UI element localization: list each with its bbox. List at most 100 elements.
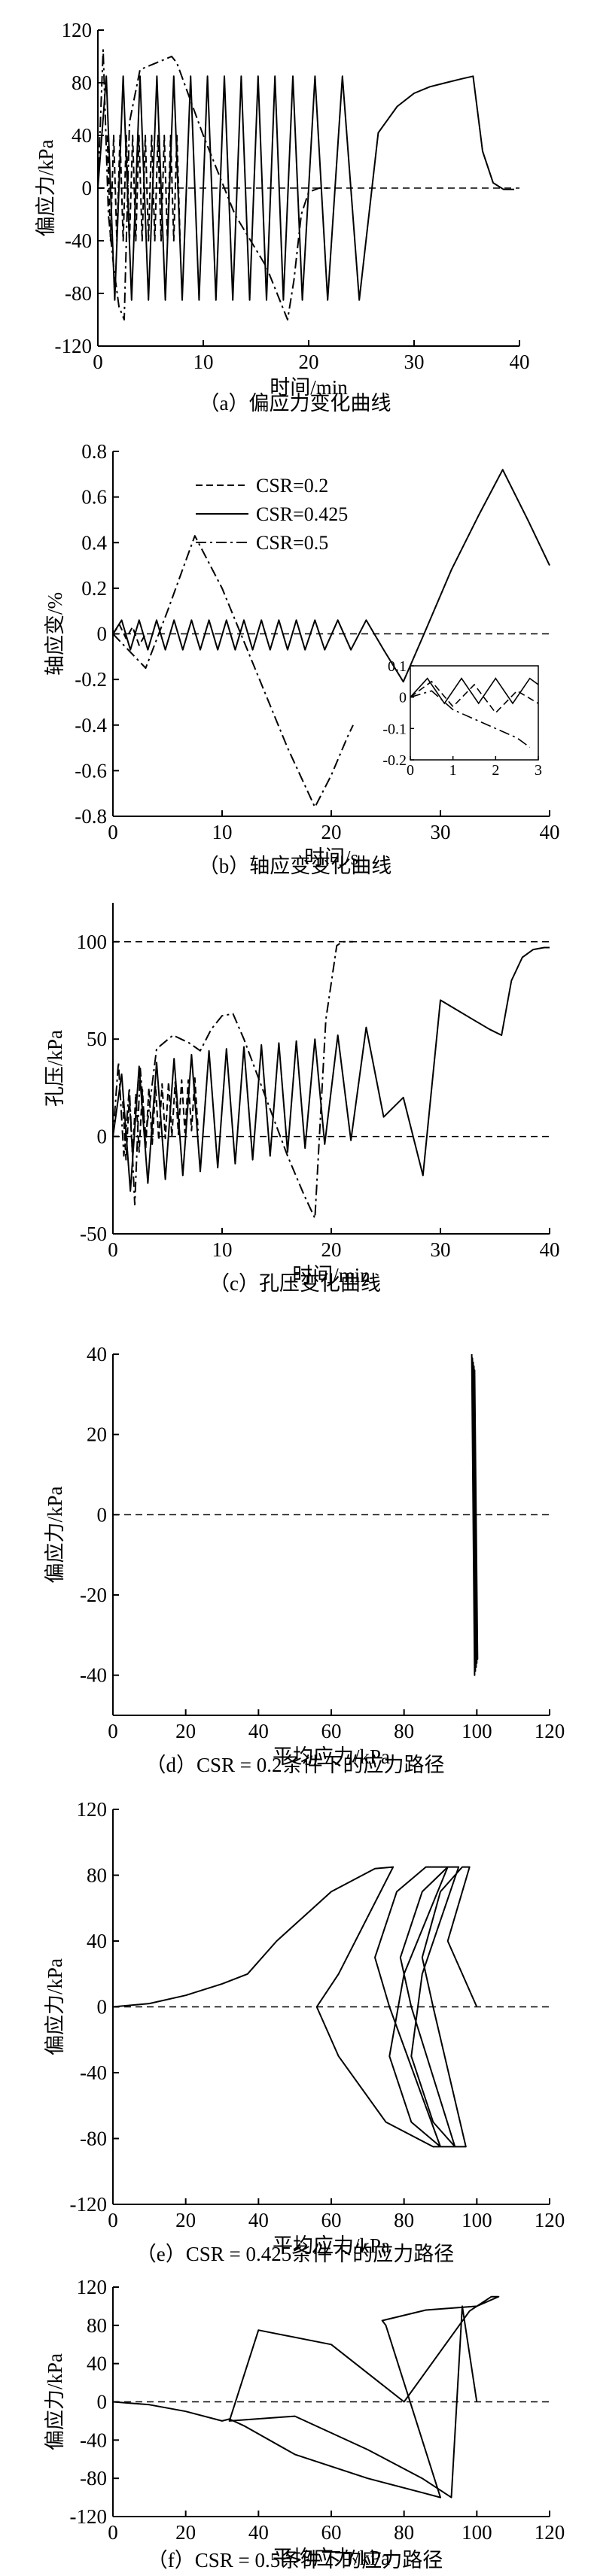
x-tick-label: 10 — [212, 1238, 233, 1261]
y-tick-label: 120 — [77, 2276, 108, 2298]
x-tick-label: 40 — [248, 2209, 269, 2231]
y-tick-label: -80 — [80, 2128, 107, 2150]
x-tick-label: 0 — [93, 351, 103, 373]
y-tick-label: 100 — [77, 931, 108, 953]
y-tick-label: 20 — [87, 1423, 107, 1446]
series-line-2 — [112, 946, 550, 1192]
x-tick-label: 20 — [321, 821, 342, 843]
x-axis-label: 平均应力/kPa — [273, 2547, 390, 2569]
y-tick-label: 40 — [72, 124, 92, 147]
y-tick-label: -40 — [80, 1664, 107, 1687]
y-tick-label: -40 — [80, 2061, 107, 2084]
chart-panel-4: 0 20 40 60 80 100 120-40-2002040平均应力/kPa偏应力/kP… — [44, 1343, 565, 1776]
x-tick-label: 30 — [404, 351, 425, 373]
inset-series-line-3 — [410, 690, 531, 748]
inset-chart: 0 1 2 3 -0.2 -0.1 0 0.1 — [382, 658, 542, 779]
x-tick-label: 60 — [321, 2521, 342, 2544]
y-tick-label: 120 — [62, 19, 93, 41]
x-tick-label: 20 — [321, 1238, 342, 1261]
x-tick-label: 0 — [108, 2209, 118, 2231]
y-tick-label: 80 — [72, 71, 92, 94]
x-tick-label: 20 — [175, 1720, 196, 1742]
panel-caption: （e）CSR = 0.425条件下的应力路径 — [136, 2243, 455, 2265]
y-tick-label: 0.8 — [81, 440, 107, 463]
inset-y-tick-label: 0 — [399, 690, 407, 706]
inset-series-line-1 — [410, 677, 539, 705]
inset-x-tick-label: 0 — [407, 762, 414, 779]
y-axis-label: 偏应力/kPa — [44, 2353, 66, 2450]
inset-x-tick-label: 3 — [535, 762, 542, 779]
series-line-1 — [112, 1866, 478, 2148]
y-tick-label: -40 — [65, 229, 92, 252]
x-tick-label: 100 — [462, 2521, 492, 2544]
y-tick-label: -0.8 — [75, 805, 107, 828]
inset-y-tick-label: -0.2 — [382, 752, 407, 769]
x-tick-label: 100 — [462, 2209, 492, 2231]
y-tick-label: 0.4 — [81, 531, 107, 554]
y-tick-label: 40 — [87, 1343, 107, 1365]
panel-caption: （f）CSR = 0.5条件下的应力路径 — [148, 2549, 443, 2571]
y-tick-label: -120 — [70, 2505, 108, 2528]
x-tick-label: 60 — [321, 2209, 342, 2231]
legend-entry-2: CSR=0.425 — [256, 503, 348, 525]
y-axis-label: 轴应变/% — [44, 592, 66, 676]
x-tick-label: 20 — [175, 2209, 196, 2231]
panel-caption: （b）轴应变变化曲线 — [199, 855, 392, 877]
x-tick-label: 0 — [108, 821, 118, 843]
y-tick-label: 0 — [97, 1125, 108, 1148]
y-tick-label: 50 — [87, 1028, 107, 1050]
y-tick-label: -80 — [80, 2467, 107, 2489]
series-line-2 — [97, 75, 514, 301]
y-tick-label: -80 — [65, 282, 92, 305]
series-line-2 — [112, 469, 550, 683]
inset-series-line-2 — [410, 680, 539, 714]
chart-panel-1: 0 10 20 30 40 -120 -80 -40 0 40 80 120 时间/min 偏应力/kPa… — [35, 19, 530, 415]
y-tick-label: -0.6 — [75, 759, 107, 782]
y-axis-label: 偏应力/kPa — [44, 1486, 66, 1583]
y-tick-label: 0.6 — [81, 486, 107, 509]
y-tick-label: 0 — [97, 1503, 108, 1526]
x-tick-label: 80 — [394, 2521, 414, 2544]
x-tick-label: 120 — [535, 2209, 565, 2231]
panel-caption: （a）偏应力变化曲线 — [200, 392, 391, 415]
series-line-3 — [112, 535, 354, 808]
series-line-3 — [112, 940, 353, 1220]
y-tick-label: 0 — [82, 177, 93, 199]
y-tick-label: -50 — [80, 1223, 107, 1245]
y-tick-label: -0.2 — [75, 668, 107, 691]
x-tick-label: 0 — [108, 1238, 118, 1261]
y-axis-label: 孔压/kPa — [44, 1030, 66, 1107]
y-tick-label: 80 — [87, 2314, 107, 2337]
x-tick-label: 100 — [462, 1720, 492, 1742]
x-tick-label: 80 — [394, 2209, 414, 2231]
x-tick-label: 0 — [108, 2521, 118, 2544]
x-axis-label: 平均应力/kPa — [273, 1745, 390, 1768]
y-tick-label: -20 — [80, 1584, 107, 1606]
chart-panel-2: 0 10 20 30 40-0.8-0.6-0.4-0.200.20.40.60.8时间… — [44, 440, 560, 877]
x-axis-label: 时间/min — [270, 376, 348, 399]
x-tick-label: 40 — [540, 821, 560, 843]
y-tick-label: -120 — [70, 2193, 108, 2216]
legend-entry-3: CSR=0.5 — [256, 532, 328, 554]
chart-panel-6: 0 20 40 60 80 100 120 -120 -80 -40 0 40 80 120 平均应力/kP… — [44, 2276, 565, 2571]
series-line-3 — [97, 49, 330, 320]
x-axis-label: 平均应力/kPa — [273, 2234, 390, 2257]
y-tick-label: 40 — [87, 2353, 107, 2375]
x-tick-label: 40 — [540, 1238, 560, 1261]
panel-caption: （d）CSR = 0.2条件下的应力路径 — [145, 1754, 444, 1776]
x-tick-label: 40 — [510, 351, 530, 373]
legend-entry-1: CSR=0.2 — [256, 475, 328, 497]
x-tick-label: 20 — [299, 351, 319, 373]
y-tick-label: 120 — [77, 1798, 108, 1821]
x-tick-label: 120 — [535, 1720, 565, 1742]
series-line-1 — [471, 1353, 479, 1676]
x-tick-label: 20 — [175, 2521, 196, 2544]
y-tick-label: 0 — [97, 2391, 108, 2413]
inset-y-tick-label: 0.1 — [388, 658, 407, 675]
x-tick-label: 60 — [321, 1720, 342, 1742]
y-axis-label: 偏应力/kPa — [44, 1958, 66, 2055]
x-tick-label: 40 — [248, 2521, 269, 2544]
y-tick-label: 0.2 — [81, 577, 107, 600]
panel-caption: （c）孔压变化曲线 — [209, 1272, 381, 1295]
